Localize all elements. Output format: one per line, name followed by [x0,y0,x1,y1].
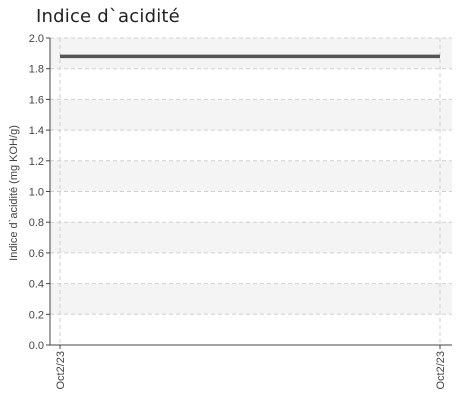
chart-title: Indice d`acidité [36,6,180,27]
y-tick-label: 1.0 [29,187,44,199]
plot-band [50,283,452,315]
plot-band [50,222,452,253]
y-tick-label: 0.0 [29,340,44,352]
y-tick-label: 1.8 [29,64,44,76]
plot-band [50,99,452,131]
plot-band [50,160,452,192]
y-tick-label: 1.2 [29,156,44,168]
grid-lines [50,37,452,345]
y-tick-label: 2.0 [29,33,44,45]
y-axis-label: Indice d`acidité (mg KOH/g) [8,125,20,261]
y-tick-label: 0.6 [29,248,44,260]
y-tick-label: 0.2 [29,309,44,321]
y-tick-label: 1.4 [29,125,44,137]
plot-bands [50,38,452,315]
x-tick-labels: Oct2/23 Oct2/23 [55,351,447,390]
y-tick-label: 1.6 [29,94,44,106]
plot-band [50,38,452,69]
y-tick-label: 0.4 [29,279,44,291]
x-tick-label: Oct2/23 [55,351,67,390]
x-tick-label: Oct2/23 [435,351,447,390]
axes [46,37,452,349]
y-tick-label: 0.8 [29,217,44,229]
y-tick-labels: 0.0 0.2 0.4 0.6 0.8 1.0 1.2 1.4 1.6 1.8 2.0 [29,33,44,352]
